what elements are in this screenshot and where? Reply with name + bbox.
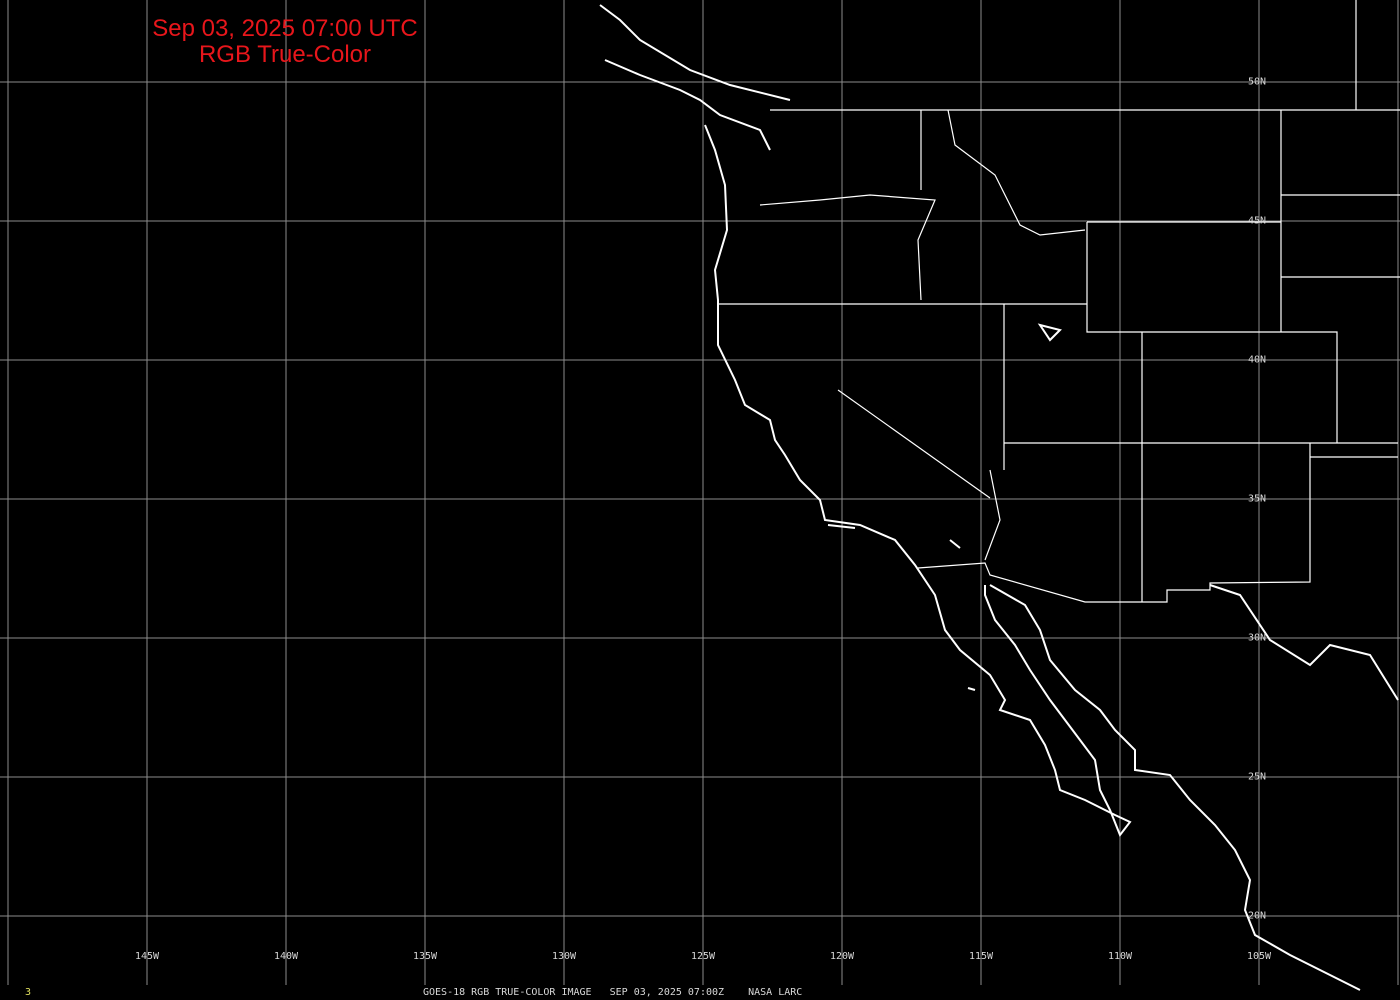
title-product: RGB True-Color bbox=[198, 41, 372, 68]
title-datetime: Sep 03, 2025 07:00 UTC bbox=[152, 15, 418, 42]
longitude-label: 125W bbox=[690, 951, 716, 962]
longitude-label: 145W bbox=[134, 951, 160, 962]
longitude-label: 140W bbox=[273, 951, 299, 962]
political-borders bbox=[718, 0, 1400, 603]
latitude-label: 35N bbox=[1248, 493, 1267, 505]
rio-grande bbox=[1209, 584, 1399, 701]
longitude-label: 110W bbox=[1107, 951, 1133, 962]
mexico-coast bbox=[989, 584, 1361, 991]
coastlines bbox=[599, 4, 1399, 991]
longitude-label: 130W bbox=[551, 951, 577, 962]
puget-sound-coast bbox=[599, 4, 791, 151]
footer-caption: GOES-18 RGB TRUE-COLOR IMAGE SEP 03, 202… bbox=[423, 987, 803, 998]
frame-number: 3 bbox=[25, 987, 32, 998]
longitude-label: 105W bbox=[1246, 951, 1272, 962]
latitude-label: 50N bbox=[1248, 76, 1267, 88]
west-coast bbox=[704, 124, 1132, 838]
longitude-label: 115W bbox=[968, 951, 994, 962]
latitude-label: 45N bbox=[1248, 215, 1267, 227]
latitude-label: 30N bbox=[1248, 632, 1267, 644]
longitude-label: 135W bbox=[412, 951, 438, 962]
islands bbox=[827, 323, 1062, 691]
longitude-label: 120W bbox=[829, 951, 855, 962]
latitude-label: 25N bbox=[1248, 771, 1267, 783]
latitude-label: 20N bbox=[1248, 910, 1267, 922]
latitude-label: 40N bbox=[1248, 354, 1267, 366]
